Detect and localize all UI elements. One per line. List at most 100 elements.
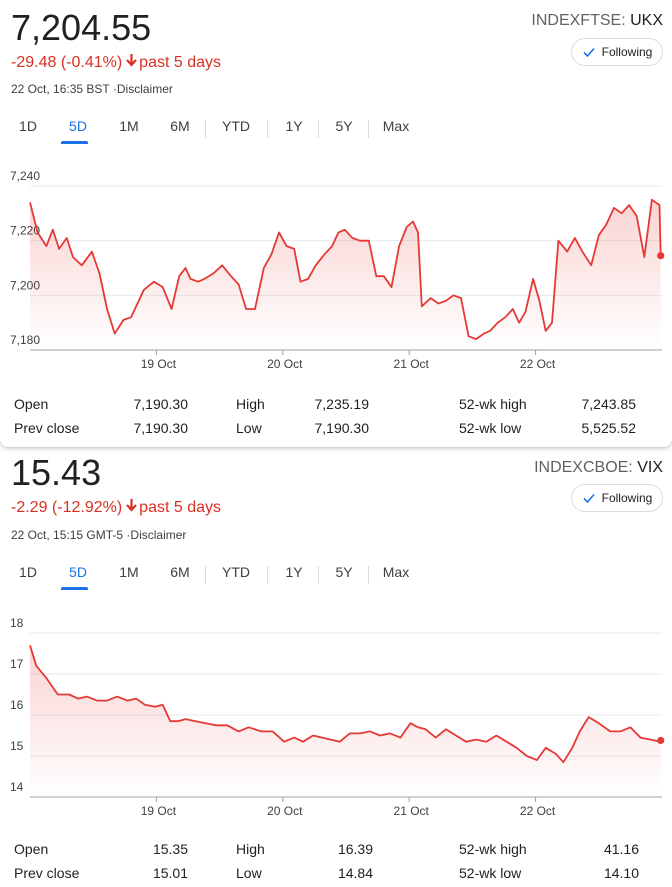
- stat-prev-close-value: 7,190.30: [133, 420, 189, 436]
- x-tick-label: 20 Oct: [267, 357, 303, 371]
- symbol-label: VIX: [637, 459, 663, 476]
- stat-low-label: Low: [236, 865, 262, 881]
- quote-card-ftse: 7,204.55 -29.48 (-0.41%) past 5 days 22 …: [0, 7, 672, 436]
- tab-divider: [318, 120, 319, 138]
- tab-divider: [318, 566, 319, 584]
- x-tick-label: 21 Oct: [394, 804, 430, 818]
- change-value: -29.48 (-0.41%): [11, 54, 123, 71]
- symbol-label: UKX: [630, 12, 663, 29]
- stat-high-label: High: [236, 396, 265, 412]
- active-tab-indicator: [61, 141, 88, 144]
- quote-card-vix: 15.43 -2.29 (-12.92%) past 5 days 22 Oct…: [0, 447, 672, 887]
- stat-prev-close-label: Prev close: [14, 865, 80, 881]
- tab-ytd[interactable]: YTD: [222, 564, 250, 580]
- tab-1m[interactable]: 1M: [119, 564, 139, 580]
- stat-high-value: 16.39: [337, 841, 373, 857]
- tab-divider: [267, 120, 268, 138]
- change-period: past 5 days: [139, 499, 221, 516]
- price-change: -29.48 (-0.41%) past 5 days: [11, 54, 221, 72]
- stat-prev-close-value: 15.01: [152, 865, 188, 881]
- x-tick-label: 21 Oct: [394, 357, 430, 371]
- checkmark-icon: [583, 47, 595, 58]
- stat-low-value: 14.84: [337, 865, 373, 881]
- stat-high-value: 7,235.19: [314, 396, 370, 412]
- last-point-marker: [657, 736, 665, 745]
- stat-prev-close-label: Prev close: [14, 420, 80, 436]
- following-button[interactable]: Following: [571, 38, 663, 66]
- tab-divider: [368, 566, 369, 584]
- x-tick-label: 22 Oct: [520, 804, 556, 818]
- ticker: INDEXCBOE: VIX: [534, 459, 663, 477]
- tab-1m[interactable]: 1M: [119, 118, 139, 134]
- ticker: INDEXFTSE: UKX: [531, 12, 663, 30]
- stat-52wk-high-value: 41.16: [603, 841, 639, 857]
- y-tick-label: 7,240: [10, 169, 40, 183]
- range-tabs: 1D 5D 1M 6M YTD 1Y 5Y Max: [0, 564, 440, 590]
- area-fill: [30, 199, 661, 350]
- x-tick-label: 20 Oct: [267, 804, 303, 818]
- stat-open-label: Open: [14, 396, 49, 412]
- timestamp-text: 22 Oct, 15:15 GMT-5: [11, 528, 124, 542]
- y-tick-label: 14: [10, 780, 24, 794]
- price-chart[interactable]: 14 15 16 17 18 19 Oct 20 Oct 21 Oct 22 Oct: [0, 616, 672, 827]
- timestamp-text: 22 Oct, 16:35 BST: [11, 82, 110, 96]
- tab-1d[interactable]: 1D: [19, 118, 37, 134]
- price: 7,204.55: [11, 7, 152, 48]
- stat-high-label: High: [236, 841, 265, 857]
- series-line: [29, 198, 662, 340]
- tab-1y[interactable]: 1Y: [285, 118, 303, 134]
- tab-5y[interactable]: 5Y: [335, 564, 353, 580]
- x-tick-label: 19 Oct: [141, 357, 177, 371]
- stat-52wk-low-label: 52-wk low: [459, 420, 522, 436]
- tab-1y[interactable]: 1Y: [285, 564, 303, 580]
- tab-divider: [205, 566, 206, 584]
- stat-low-label: Low: [236, 420, 262, 436]
- tab-divider: [205, 120, 206, 138]
- stat-open-value: 7,190.30: [133, 396, 189, 412]
- change-period: past 5 days: [139, 54, 221, 71]
- price-change: -2.29 (-12.92%) past 5 days: [11, 499, 221, 517]
- stat-open-label: Open: [14, 841, 49, 857]
- y-tick-label: 18: [10, 616, 24, 630]
- tab-divider: [368, 120, 369, 138]
- timestamp: 22 Oct, 16:35 BST ·Disclaimer: [11, 82, 173, 96]
- area-fill: [30, 645, 661, 797]
- x-tick-label: 19 Oct: [141, 804, 177, 818]
- stat-open-value: 15.35: [152, 841, 188, 857]
- stat-52wk-high-label: 52-wk high: [459, 841, 527, 857]
- stat-52wk-low-value: 14.10: [603, 865, 639, 881]
- exchange-label: INDEXCBOE:: [534, 459, 633, 476]
- series-line: [29, 645, 662, 764]
- y-tick-label: 15: [10, 739, 24, 753]
- last-point-marker: [657, 252, 665, 260]
- x-tick-label: 22 Oct: [520, 357, 556, 371]
- tab-ytd[interactable]: YTD: [222, 118, 250, 134]
- tab-5d[interactable]: 5D: [69, 118, 87, 134]
- checkmark-icon: [583, 493, 595, 504]
- stat-52wk-high-label: 52-wk high: [459, 396, 527, 412]
- tab-max[interactable]: Max: [382, 564, 410, 580]
- tab-divider: [267, 566, 268, 584]
- stat-low-value: 7,190.30: [314, 420, 370, 436]
- following-label: Following: [601, 491, 653, 505]
- price: 15.43: [11, 452, 102, 493]
- stat-52wk-low-value: 5,525.52: [581, 420, 637, 436]
- tab-6m[interactable]: 6M: [170, 118, 190, 134]
- tab-6m[interactable]: 6M: [170, 564, 190, 580]
- arrow-down-icon: [126, 54, 137, 72]
- arrow-down-icon: [126, 499, 137, 517]
- stat-52wk-low-label: 52-wk low: [459, 865, 522, 881]
- y-tick-label: 16: [10, 698, 24, 712]
- tab-5y[interactable]: 5Y: [335, 118, 353, 134]
- tab-1d[interactable]: 1D: [19, 564, 37, 580]
- change-value: -2.29 (-12.92%): [11, 499, 123, 516]
- disclaimer-link[interactable]: Disclaimer: [116, 82, 173, 96]
- active-tab-indicator: [61, 587, 88, 590]
- tab-max[interactable]: Max: [382, 118, 410, 134]
- stat-52wk-high-value: 7,243.85: [581, 396, 637, 412]
- exchange-label: INDEXFTSE:: [531, 12, 626, 29]
- following-button[interactable]: Following: [571, 484, 663, 512]
- disclaimer-link[interactable]: Disclaimer: [130, 528, 187, 542]
- tab-5d[interactable]: 5D: [69, 564, 87, 580]
